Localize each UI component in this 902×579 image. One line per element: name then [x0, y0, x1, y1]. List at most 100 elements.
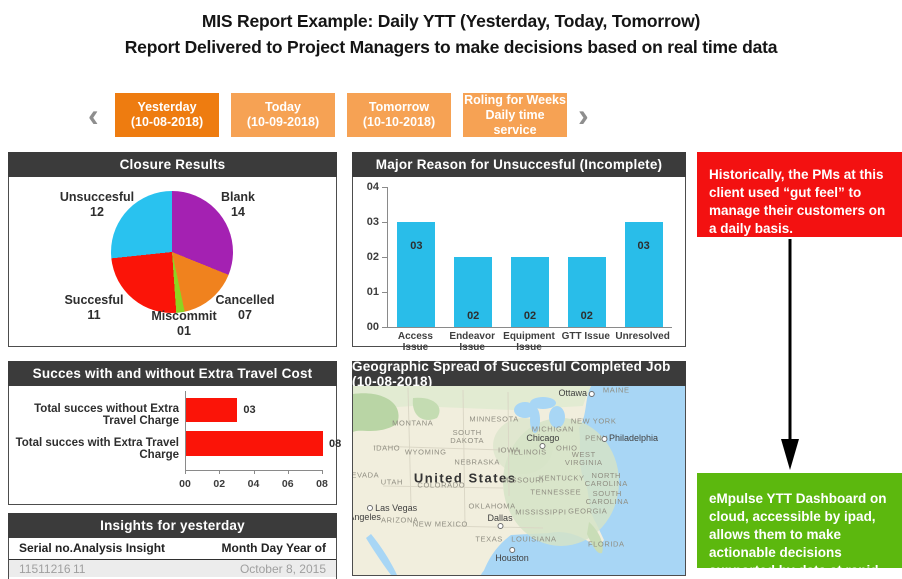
map-state-louisiana: LOUISIANA [511, 534, 557, 544]
hbar-value-label: 03 [243, 404, 256, 416]
down-arrow-icon [781, 239, 799, 470]
map-title: Geographic Spread of Succesful Completed… [352, 359, 686, 389]
map-state-south-dakota: SOUTH DAKOTA [450, 428, 485, 446]
y-axis-tick-mark [382, 327, 387, 328]
map-state-colorado: COLORADO [417, 480, 466, 490]
hbar-rect[interactable] [186, 398, 238, 422]
bar-equipment-issue[interactable]: 02 [503, 257, 557, 327]
page-subtitle: Report Delivered to Project Managers to … [124, 37, 778, 57]
bar-rect [624, 222, 663, 327]
col-analysis-insight: Analysis Insight [73, 541, 166, 555]
x-axis-label: Equipment Issue [503, 331, 555, 353]
bar-endeavor-issue[interactable]: 02 [446, 257, 500, 327]
tab-yesterday[interactable]: Yesterday (10-08-2018) [115, 93, 219, 137]
insights-panel: Insights for yesterday Serial no. Analys… [8, 513, 337, 579]
next-arrow-icon[interactable]: › [578, 97, 589, 133]
city-marker-icon [589, 390, 596, 397]
tab-label: Tomorrow [368, 100, 430, 114]
map-city-philadelphia: Philadelphia [599, 433, 658, 443]
dashboard-benefit-callout: eMpulse YTT Dashboard on cloud, accessib… [697, 473, 902, 578]
map-state-arizona: ARIZONA [381, 515, 419, 525]
pie-label-miscommit: Miscommit 01 [151, 309, 217, 338]
tab-sub-label: (10-09-2018) [246, 115, 320, 129]
map-city-chicago: Chicago [526, 433, 559, 450]
x-axis-label: Endeavor Issue [449, 331, 495, 353]
tab-label: Roling for Weeks [464, 92, 566, 107]
bar-unresolved[interactable]: 03 [617, 222, 671, 327]
bar-rect [454, 257, 493, 327]
map-state-west-virginia: WEST VIRGINIA [564, 450, 603, 468]
y-axis-tick: 02 [366, 251, 379, 263]
cell-date: October 8, 2015 [239, 562, 326, 576]
map-state-montana: MONTANA [392, 418, 434, 428]
map-state-texas: TEXAS [475, 534, 503, 544]
pie-graphic [111, 191, 233, 313]
bar-rect [397, 222, 436, 327]
usa-map[interactable]: United States Ottawa MAINE MONTANA MINNESOTA… [353, 386, 685, 575]
tab-tomorrow[interactable]: Tomorrow (10-10-2018) [347, 93, 451, 137]
x-tick-label: 04 [247, 478, 260, 490]
x-axis-label: Unresolved [615, 331, 670, 342]
map-state-michigan: MICHIGAN [531, 424, 575, 434]
map-state-idaho: IDAHO [373, 443, 401, 453]
city-marker-icon [539, 443, 546, 450]
bar-gtt-issue[interactable]: 02 [560, 257, 614, 327]
map-state-penn: PENN [585, 433, 609, 443]
map-state-illinois: ILLINOIS [511, 447, 547, 457]
tab-sub-label: Daily time service [485, 107, 545, 137]
closure-results-title: Closure Results [8, 152, 337, 177]
x-tick-mark [185, 470, 186, 474]
y-axis-tick-mark [382, 257, 387, 258]
bar-rect [510, 257, 549, 327]
historical-note-callout: Historically, the PMs at this client use… [697, 152, 902, 237]
map-state-new-york: NEW YORK [570, 416, 617, 426]
travel-cost-bar-chart: Total succes without Extra Travel Charge… [9, 386, 341, 504]
y-axis-tick: 03 [366, 216, 379, 228]
tab-today[interactable]: Today (10-09-2018) [231, 93, 335, 137]
col-serial-no: Serial no. [19, 541, 74, 555]
bar-value-label: 02 [523, 310, 537, 322]
tab-label: Today [265, 100, 301, 114]
x-axis-label: GTT Issue [561, 331, 610, 342]
bar-access-issue[interactable]: 03 [389, 222, 443, 327]
tab-roling-for-weeks[interactable]: Roling for Weeks Daily time service [463, 93, 567, 137]
map-state-wyoming: WYOMING [404, 447, 447, 457]
cell-insight: 11 [73, 562, 86, 576]
y-axis-tick-mark [382, 292, 387, 293]
prev-arrow-icon[interactable]: ‹ [88, 97, 99, 133]
page-header: MIS Report Example: Daily YTT (Yesterday… [0, 8, 902, 60]
x-axis-labels: Access Issue Endeavor Issue Equipment Issu… [387, 331, 671, 353]
city-marker-icon [497, 522, 504, 529]
map-state-iowa: IOWA [497, 445, 521, 455]
closure-results-pie-chart: Blank 14 Cancelled 07 Miscommit 01 Succesful 11… [9, 177, 336, 346]
tab-label: Yesterday [137, 100, 197, 114]
insights-table-header: Serial no. Analysis Insight Month Day Ye… [9, 538, 336, 560]
major-reason-panel: Major Reason for Unsuccesful (Incomplete… [352, 152, 686, 353]
x-tick-label: 02 [213, 478, 226, 490]
x-axis-label: Access Issue [397, 331, 433, 353]
hbar-rect[interactable] [186, 431, 323, 456]
map-state-missouri: MISSOURI [502, 475, 544, 485]
map-state-minnesota: MINNESOTA [469, 414, 519, 424]
cell-serial: 11511216 [19, 562, 71, 576]
bar-value-label: 03 [410, 240, 423, 252]
pie-label-unsuccesful: Unsuccesful 12 [59, 190, 135, 219]
bar-rect [567, 257, 606, 327]
map-state-kentucky: KENTUCKY [538, 473, 585, 483]
table-row[interactable]: 11511216 11 October 8, 2015 [9, 560, 336, 577]
pie-label-cancelled: Cancelled 07 [215, 293, 275, 322]
x-tick-mark [322, 470, 323, 474]
x-tick-label: 00 [179, 478, 191, 490]
hbar-category-label: Total succes with Extra Travel Charge [15, 436, 179, 461]
city-marker-icon [509, 547, 516, 554]
map-state-maine: MAINE [602, 386, 630, 395]
hbar-y-axis [185, 391, 186, 471]
travel-cost-panel: Succes with and without Extra Travel Cos… [8, 361, 341, 505]
x-tick-mark [253, 470, 255, 474]
major-reason-title: Major Reason for Unsuccesful (Incomplete… [352, 152, 686, 177]
insights-title: Insights for yesterday [8, 513, 337, 538]
bar-chart-plot: 03 02 02 02 03 [387, 187, 672, 328]
map-state-mississippi: MISSISSIPPI [515, 507, 567, 517]
